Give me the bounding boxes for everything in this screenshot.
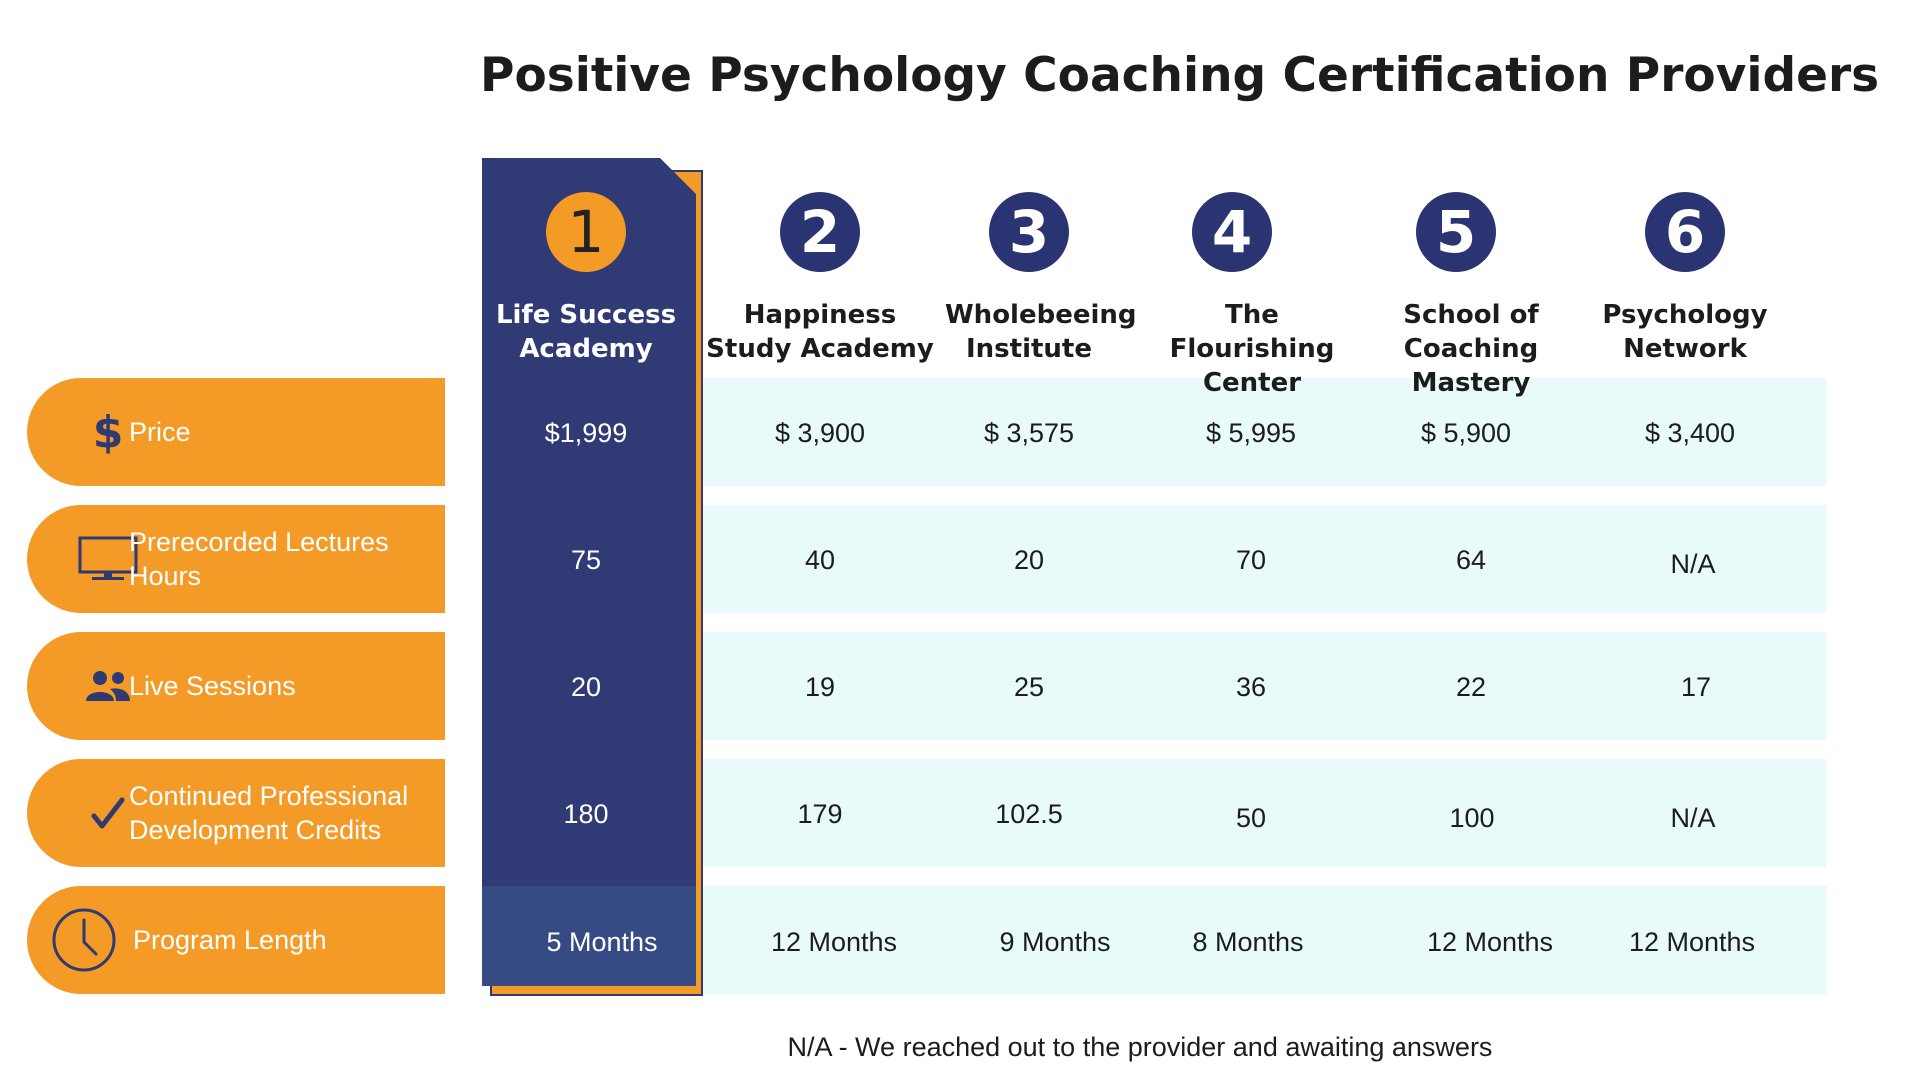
row-label-text: Prerecorded Lectures Hours	[129, 527, 389, 591]
table-cell: 40	[804, 545, 836, 575]
row-label-price: $ Price	[27, 378, 445, 486]
rank-badge: 6	[1645, 192, 1725, 272]
provider-name: School of Coaching Mastery	[1403, 300, 1539, 398]
row-label-lectures: Prerecorded Lectures Hours	[27, 505, 445, 613]
table-cell: 180	[563, 799, 609, 829]
page-title: Positive Psychology Coaching Certificati…	[480, 48, 1880, 103]
rank-badge: 1	[546, 192, 626, 272]
people-icon	[77, 655, 139, 717]
clock-icon	[49, 905, 119, 975]
row-label-text: Continued Professional Development Credi…	[129, 781, 409, 845]
table-cell: N/A	[1670, 803, 1716, 833]
row-background-lectures	[700, 505, 1826, 613]
table-cell: 179	[797, 799, 843, 829]
table-cell: 22	[1455, 672, 1487, 702]
table-cell: 64	[1455, 545, 1487, 575]
highlight-column-last-cell	[482, 886, 696, 986]
provider-name: Life Success Academy	[495, 300, 677, 364]
table-cell: 50	[1235, 803, 1267, 833]
highlight-column	[482, 158, 696, 986]
table-cell: $ 5,995	[1205, 418, 1297, 448]
table-cell: 19	[804, 672, 836, 702]
table-cell: 25	[1013, 672, 1045, 702]
provider-name: The Flourishing Center	[1169, 300, 1335, 398]
provider-name: Wholebeeing Institute	[945, 300, 1137, 364]
table-cell: 36	[1235, 672, 1267, 702]
rank-badge: 4	[1192, 192, 1272, 272]
row-label-credits: Continued Professional Development Credi…	[27, 759, 445, 867]
table-cell: 12 Months	[1426, 927, 1554, 957]
row-label-live: Live Sessions	[27, 632, 445, 740]
table-cell: 5 Months	[546, 927, 658, 957]
rank-badge: 2	[780, 192, 860, 272]
table-cell: N/A	[1670, 549, 1716, 579]
monitor-icon	[77, 528, 139, 590]
provider-name: Psychology Network	[1602, 300, 1768, 364]
row-background-credits	[700, 759, 1826, 867]
table-cell: 70	[1235, 545, 1267, 575]
table-cell: 12 Months	[1628, 927, 1756, 957]
table-cell: 102.5	[995, 799, 1063, 829]
checkmark-icon	[77, 782, 139, 844]
table-cell: 8 Months	[1192, 927, 1304, 957]
table-cell: 20	[570, 672, 602, 702]
row-background-live	[700, 632, 1826, 740]
dollar-icon: $	[92, 406, 124, 458]
row-label-text: Live Sessions	[129, 671, 296, 701]
row-label-length: Program Length	[27, 886, 445, 994]
provider-name: Happiness Study Academy	[706, 300, 934, 364]
table-cell: $1,999	[544, 418, 628, 448]
table-cell: $ 5,900	[1420, 418, 1512, 448]
footnote: N/A - We reached out to the provider and…	[787, 1032, 1493, 1062]
table-cell: 20	[1013, 545, 1045, 575]
row-label-text: Program Length	[133, 925, 327, 955]
table-cell: $ 3,575	[983, 418, 1075, 448]
table-cell: $ 3,400	[1644, 418, 1736, 448]
table-cell: 75	[570, 545, 602, 575]
table-cell: 12 Months	[770, 927, 898, 957]
table-cell: 9 Months	[999, 927, 1111, 957]
row-background-length	[700, 886, 1826, 994]
table-cell: $ 3,900	[774, 418, 866, 448]
rank-badge: 5	[1416, 192, 1496, 272]
table-cell: 17	[1680, 672, 1712, 702]
table-cell: 100	[1449, 803, 1495, 833]
row-background-price	[700, 378, 1826, 486]
row-label-text: Price	[129, 417, 191, 447]
rank-badge: 3	[989, 192, 1069, 272]
